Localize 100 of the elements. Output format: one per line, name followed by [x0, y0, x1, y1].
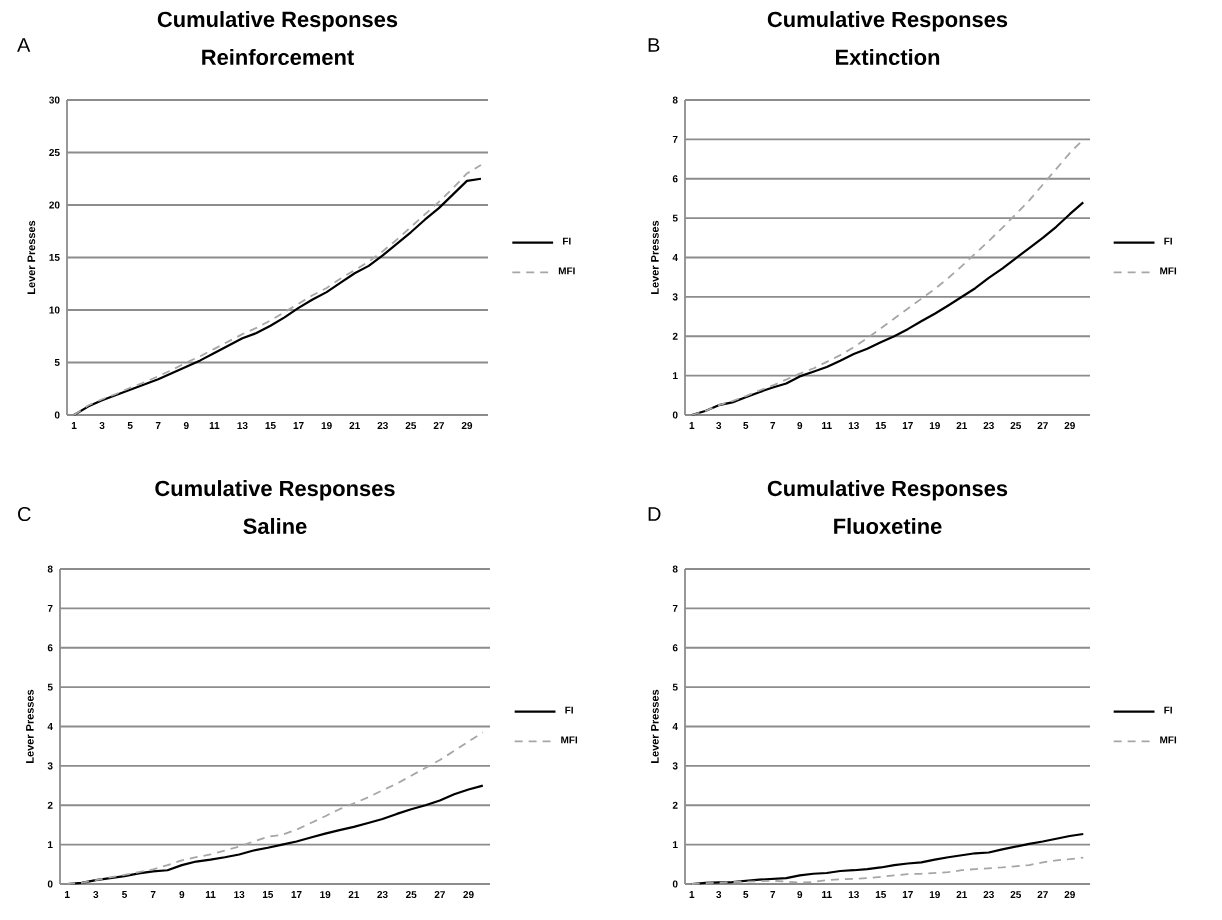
text: B: [648, 38, 660, 52]
x-tick-label: 17: [902, 422, 913, 429]
text: D: [648, 507, 661, 521]
legend-label: MFI: [558, 267, 575, 275]
y-axis-title: Lever Presses: [651, 220, 659, 294]
x-tick-label: 11: [205, 891, 216, 898]
y-tick-label: 0: [672, 880, 678, 888]
y-tick-label: 2: [47, 801, 53, 809]
chart-title: Cumulative Responses: [155, 480, 395, 501]
y-axis-title: Lever Presses: [651, 689, 659, 763]
y-tick-label: 1: [673, 841, 678, 849]
text: A: [17, 38, 31, 52]
y-tick-label: 20: [49, 201, 60, 209]
x-tick-label: 19: [929, 891, 940, 899]
x-tick-label: 23: [983, 891, 994, 899]
x-tick-label: 29: [461, 422, 473, 430]
x-tick-label: 5: [122, 891, 128, 898]
x-tick-label: 9: [797, 422, 803, 430]
text: C: [18, 506, 31, 522]
x-tick-label: 27: [1037, 891, 1048, 898]
legend-label: MFI: [1160, 267, 1177, 275]
x-tick-label: 5: [127, 422, 133, 429]
y-tick-label: 3: [47, 762, 53, 770]
x-tick-label: 9: [797, 891, 803, 899]
x-tick-label: 21: [956, 891, 968, 898]
legend-label: FI: [1164, 237, 1172, 245]
x-tick-label: 15: [265, 422, 276, 429]
y-tick-label: 8: [47, 565, 53, 573]
x-tick-label: 3: [99, 422, 105, 430]
y-tick-label: 15: [49, 254, 60, 261]
y-tick-label: 25: [49, 148, 60, 157]
x-tick-label: 5: [743, 422, 749, 429]
x-tick-label: 1: [71, 422, 77, 429]
y-axis-title: Lever Presses: [27, 220, 36, 294]
x-tick-label: 25: [1010, 422, 1022, 430]
x-tick-label: 29: [1064, 891, 1075, 899]
x-tick-label: 15: [262, 891, 274, 898]
x-tick-label: 3: [716, 422, 722, 430]
x-tick-label: 13: [848, 891, 859, 899]
y-tick-label: 3: [672, 762, 678, 770]
y-tick-label: 2: [672, 801, 678, 809]
x-tick-label: 3: [93, 891, 99, 899]
x-tick-label: 13: [848, 422, 859, 430]
legend-label: FI: [1164, 706, 1172, 714]
x-tick-label: 23: [983, 422, 994, 430]
y-tick-label: 30: [49, 96, 60, 104]
chart-title: Cumulative Responses: [157, 11, 398, 32]
x-tick-label: 11: [209, 422, 220, 429]
x-tick-label: 29: [1064, 422, 1075, 430]
y-tick-label: 10: [49, 306, 60, 314]
x-tick-label: 1: [689, 422, 695, 429]
legend-label: MFI: [561, 736, 578, 744]
y-tick-label: 2: [672, 332, 678, 340]
x-tick-label: 29: [463, 891, 474, 899]
y-tick-label: 5: [672, 214, 678, 222]
x-tick-label: 15: [875, 422, 887, 429]
y-tick-label: 3: [672, 293, 678, 301]
x-tick-label: 5: [743, 891, 749, 898]
x-tick-label: 25: [405, 891, 417, 899]
x-tick-label: 13: [234, 891, 245, 899]
x-tick-label: 1: [65, 891, 70, 898]
y-axis-title: Lever Presses: [26, 689, 34, 763]
x-tick-label: 7: [150, 891, 156, 898]
chart-subtitle: Saline: [243, 517, 307, 535]
x-tick-label: 25: [405, 422, 417, 430]
legend-label: FI: [565, 706, 573, 714]
x-tick-label: 19: [320, 891, 331, 899]
x-tick-label: 13: [237, 422, 248, 430]
y-tick-label: 0: [54, 411, 60, 419]
y-tick-label: 7: [672, 135, 678, 143]
y-tick-label: 1: [48, 841, 53, 849]
x-tick-label: 17: [291, 891, 302, 898]
chart-subtitle: Fluoxetine: [834, 517, 942, 535]
y-tick-label: 5: [54, 359, 60, 366]
x-tick-label: 27: [1037, 422, 1048, 429]
x-tick-label: 15: [875, 891, 887, 898]
y-tick-label: 6: [672, 644, 678, 652]
x-tick-label: 9: [183, 422, 189, 430]
chart-subtitle: Reinforcement: [202, 48, 354, 65]
x-tick-label: 27: [434, 891, 445, 898]
y-tick-label: 8: [672, 565, 678, 573]
x-tick-label: 9: [179, 891, 185, 899]
x-tick-label: 1: [689, 891, 695, 898]
legend-label: MFI: [1160, 736, 1177, 744]
x-tick-label: 21: [956, 422, 968, 429]
y-tick-label: 4: [47, 723, 53, 730]
x-tick-label: 27: [433, 422, 444, 429]
x-tick-label: 11: [822, 891, 832, 898]
y-tick-label: 4: [672, 723, 678, 730]
chart-title: Cumulative Responses: [767, 11, 1008, 32]
y-tick-label: 5: [47, 683, 53, 691]
y-tick-label: 4: [672, 254, 678, 261]
x-tick-label: 23: [377, 422, 388, 430]
y-tick-label: 6: [672, 175, 678, 183]
x-tick-label: 23: [377, 891, 388, 899]
y-tick-label: 7: [47, 604, 53, 612]
legend-label: FI: [563, 237, 571, 245]
y-tick-label: 0: [47, 880, 53, 888]
x-tick-label: 7: [770, 422, 776, 429]
x-tick-label: 17: [902, 891, 913, 898]
